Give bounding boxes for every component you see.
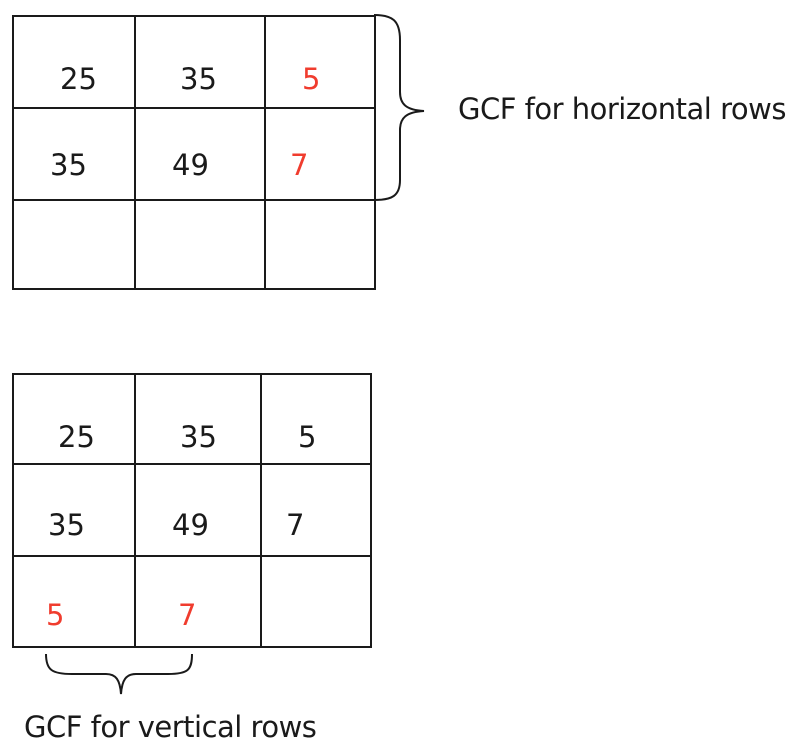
cell-value: 35: [180, 420, 217, 454]
grid-cell: 7: [262, 465, 372, 557]
grid-cell: 5: [266, 17, 376, 109]
bottom-number-grid: 25 35 5 35 49 7 5 7: [12, 373, 372, 648]
cell-value: 35: [180, 62, 217, 96]
cell-value: 35: [48, 508, 85, 542]
grid-cell: 35: [14, 465, 136, 557]
vertical-brace: [45, 653, 193, 695]
cell-value: 7: [290, 148, 309, 182]
grid-cell: 35: [136, 375, 262, 465]
horizontal-brace: [373, 14, 425, 201]
cell-value: 5: [302, 62, 321, 96]
vertical-gcf-label: GCF for vertical rows: [24, 710, 317, 744]
cell-value: 5: [46, 598, 65, 632]
cell-value: 25: [60, 62, 97, 96]
grid-cell: [266, 201, 376, 288]
cell-value: 35: [50, 148, 87, 182]
grid-cell: 49: [136, 109, 266, 201]
grid-cell: 5: [14, 557, 136, 646]
grid-cell: 7: [136, 557, 262, 646]
grid-cell: [136, 201, 266, 288]
cell-value: 7: [178, 598, 197, 632]
cell-value: 25: [58, 420, 95, 454]
grid-cell: 5: [262, 375, 372, 465]
top-number-grid: 25 35 5 35 49 7: [12, 15, 376, 290]
grid-cell: 35: [136, 17, 266, 109]
grid-cell: 25: [14, 375, 136, 465]
horizontal-gcf-label: GCF for horizontal rows: [458, 92, 786, 126]
grid-cell: [14, 201, 136, 288]
grid-cell: 35: [14, 109, 136, 201]
cell-value: 5: [298, 420, 317, 454]
grid-cell: 49: [136, 465, 262, 557]
grid-cell: 7: [266, 109, 376, 201]
cell-value: 49: [172, 508, 209, 542]
grid-cell: 25: [14, 17, 136, 109]
cell-value: 49: [172, 148, 209, 182]
cell-value: 7: [286, 508, 305, 542]
grid-cell: [262, 557, 372, 646]
